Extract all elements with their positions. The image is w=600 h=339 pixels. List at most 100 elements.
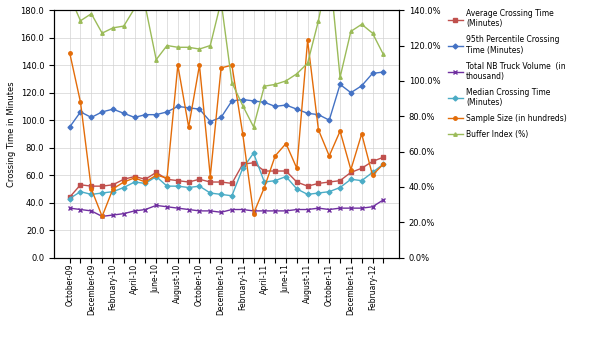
Sample Size (in hundreds)	[142, 180, 149, 184]
Median Crossing Time
(Minutes)	[229, 194, 236, 198]
Average Crossing Time
(Minutes)	[239, 162, 247, 166]
95th Percentile Crossing
Time (Minutes)	[152, 113, 160, 117]
95th Percentile Crossing
Time (Minutes)	[250, 99, 257, 103]
Buffer Index (%)	[239, 104, 247, 108]
Sample Size (in hundreds)	[272, 154, 279, 158]
95th Percentile Crossing
Time (Minutes)	[347, 91, 355, 95]
Median Crossing Time
(Minutes)	[369, 171, 376, 175]
95th Percentile Crossing
Time (Minutes)	[109, 107, 116, 111]
Median Crossing Time
(Minutes)	[131, 180, 138, 184]
Buffer Index (%)	[293, 72, 301, 76]
Buffer Index (%)	[142, 5, 149, 9]
Sample Size (in hundreds)	[239, 132, 247, 136]
Total NB Truck Volume  (in
thousand)	[380, 198, 387, 202]
95th Percentile Crossing
Time (Minutes)	[337, 82, 344, 86]
Average Crossing Time
(Minutes)	[152, 171, 160, 175]
Buffer Index (%)	[261, 84, 268, 88]
Median Crossing Time
(Minutes)	[358, 179, 365, 183]
Average Crossing Time
(Minutes)	[293, 180, 301, 184]
Total NB Truck Volume  (in
thousand)	[347, 206, 355, 210]
Sample Size (in hundreds)	[283, 141, 290, 145]
95th Percentile Crossing
Time (Minutes)	[315, 113, 322, 117]
Median Crossing Time
(Minutes)	[337, 185, 344, 190]
Average Crossing Time
(Minutes)	[229, 181, 236, 185]
Average Crossing Time
(Minutes)	[142, 177, 149, 181]
Buffer Index (%)	[315, 19, 322, 23]
Buffer Index (%)	[272, 82, 279, 86]
Median Crossing Time
(Minutes)	[326, 190, 333, 194]
Median Crossing Time
(Minutes)	[120, 185, 127, 190]
Average Crossing Time
(Minutes)	[315, 181, 322, 185]
Buffer Index (%)	[152, 58, 160, 62]
Buffer Index (%)	[380, 52, 387, 56]
Line: Sample Size (in hundreds): Sample Size (in hundreds)	[68, 39, 385, 218]
Sample Size (in hundreds)	[315, 128, 322, 132]
Total NB Truck Volume  (in
thousand)	[131, 209, 138, 213]
95th Percentile Crossing
Time (Minutes)	[174, 104, 181, 108]
Sample Size (in hundreds)	[120, 180, 127, 184]
Average Crossing Time
(Minutes)	[206, 180, 214, 184]
Buffer Index (%)	[358, 22, 365, 26]
Sample Size (in hundreds)	[304, 38, 311, 42]
95th Percentile Crossing
Time (Minutes)	[293, 107, 301, 111]
Total NB Truck Volume  (in
thousand)	[142, 207, 149, 212]
Median Crossing Time
(Minutes)	[185, 185, 192, 190]
95th Percentile Crossing
Time (Minutes)	[185, 106, 192, 110]
Median Crossing Time
(Minutes)	[77, 190, 84, 194]
95th Percentile Crossing
Time (Minutes)	[229, 99, 236, 103]
Sample Size (in hundreds)	[347, 167, 355, 172]
Total NB Truck Volume  (in
thousand)	[358, 206, 365, 210]
Sample Size (in hundreds)	[174, 63, 181, 67]
95th Percentile Crossing
Time (Minutes)	[77, 110, 84, 114]
Median Crossing Time
(Minutes)	[174, 184, 181, 188]
95th Percentile Crossing
Time (Minutes)	[120, 111, 127, 115]
Buffer Index (%)	[185, 45, 192, 49]
Line: 95th Percentile Crossing
Time (Minutes): 95th Percentile Crossing Time (Minutes)	[68, 70, 385, 129]
Buffer Index (%)	[88, 12, 95, 16]
Total NB Truck Volume  (in
thousand)	[163, 205, 170, 209]
95th Percentile Crossing
Time (Minutes)	[369, 72, 376, 76]
Total NB Truck Volume  (in
thousand)	[88, 209, 95, 213]
Median Crossing Time
(Minutes)	[272, 179, 279, 183]
Buffer Index (%)	[369, 31, 376, 35]
Median Crossing Time
(Minutes)	[250, 151, 257, 155]
Median Crossing Time
(Minutes)	[380, 162, 387, 166]
Average Crossing Time
(Minutes)	[217, 180, 224, 184]
Total NB Truck Volume  (in
thousand)	[152, 203, 160, 207]
Sample Size (in hundreds)	[152, 173, 160, 177]
Average Crossing Time
(Minutes)	[120, 177, 127, 181]
Total NB Truck Volume  (in
thousand)	[174, 206, 181, 210]
Median Crossing Time
(Minutes)	[217, 192, 224, 196]
Average Crossing Time
(Minutes)	[380, 155, 387, 159]
Buffer Index (%)	[109, 26, 116, 30]
Sample Size (in hundreds)	[217, 66, 224, 70]
95th Percentile Crossing
Time (Minutes)	[66, 125, 73, 129]
Sample Size (in hundreds)	[380, 162, 387, 166]
Buffer Index (%)	[283, 79, 290, 83]
Average Crossing Time
(Minutes)	[261, 169, 268, 173]
Sample Size (in hundreds)	[206, 175, 214, 179]
Median Crossing Time
(Minutes)	[239, 166, 247, 170]
Total NB Truck Volume  (in
thousand)	[293, 207, 301, 212]
Sample Size (in hundreds)	[185, 125, 192, 129]
Average Crossing Time
(Minutes)	[250, 161, 257, 165]
Sample Size (in hundreds)	[163, 176, 170, 180]
Buffer Index (%)	[304, 61, 311, 65]
95th Percentile Crossing
Time (Minutes)	[217, 115, 224, 119]
Buffer Index (%)	[196, 47, 203, 51]
Average Crossing Time
(Minutes)	[185, 180, 192, 184]
Buffer Index (%)	[120, 24, 127, 28]
95th Percentile Crossing
Time (Minutes)	[88, 115, 95, 119]
Median Crossing Time
(Minutes)	[206, 191, 214, 195]
Buffer Index (%)	[131, 6, 138, 11]
Total NB Truck Volume  (in
thousand)	[206, 209, 214, 213]
Average Crossing Time
(Minutes)	[98, 184, 106, 188]
Median Crossing Time
(Minutes)	[98, 191, 106, 195]
Total NB Truck Volume  (in
thousand)	[98, 214, 106, 218]
Average Crossing Time
(Minutes)	[163, 177, 170, 181]
Median Crossing Time
(Minutes)	[142, 181, 149, 185]
Average Crossing Time
(Minutes)	[109, 183, 116, 187]
Median Crossing Time
(Minutes)	[88, 192, 95, 196]
Total NB Truck Volume  (in
thousand)	[315, 206, 322, 210]
Sample Size (in hundreds)	[250, 212, 257, 216]
